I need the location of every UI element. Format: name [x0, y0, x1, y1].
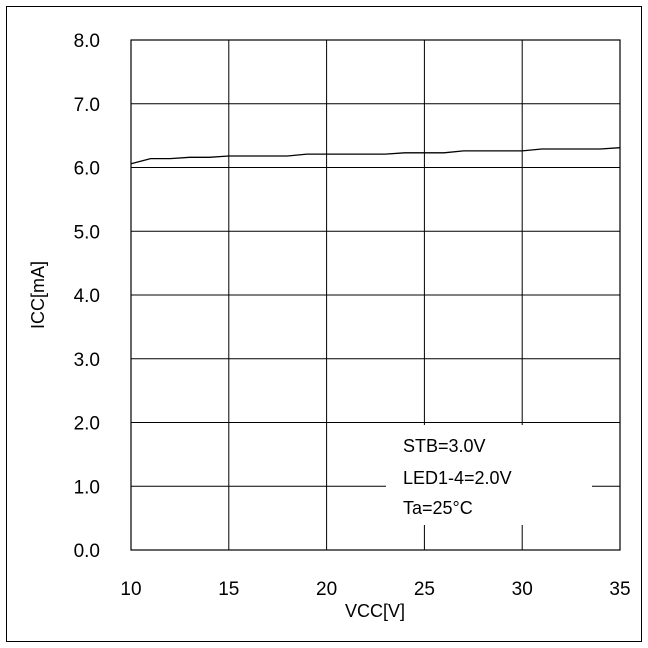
y-tick-label: 7.0: [74, 95, 100, 116]
y-tick-label: 1.0: [74, 477, 100, 498]
y-tick-label: 0.0: [74, 541, 100, 562]
y-tick-label: 8.0: [74, 31, 100, 52]
x-tick-labels: 10 15 20 25 30 35: [120, 579, 630, 600]
x-tick-label: 35: [609, 579, 630, 600]
x-tick-label: 20: [316, 579, 337, 600]
annotation-line-2: LED1-4=2.0V: [403, 468, 512, 488]
annotation-line-3: Ta=25°C: [403, 498, 473, 518]
y-tick-label: 6.0: [74, 159, 100, 180]
y-tick-label: 2.0: [74, 414, 100, 435]
annotation-box: [386, 425, 592, 525]
y-tick-label: 3.0: [74, 350, 100, 371]
y-tick-label: 5.0: [74, 222, 100, 243]
x-tick-label: 30: [512, 579, 533, 600]
plot-border: [130, 39, 621, 551]
y-tick-label: 4.0: [74, 286, 100, 307]
series-line-icc: [130, 147, 621, 165]
x-axis-title: VCC[V]: [345, 601, 405, 621]
annotation-line-1: STB=3.0V: [403, 436, 486, 456]
y-tick-labels: 0.0 1.0 2.0 3.0 4.0 5.0 6.0 7.0 8.0: [74, 31, 100, 562]
chart-frame: [6, 6, 642, 642]
x-tick-label: 15: [218, 579, 239, 600]
series-group: [130, 147, 621, 165]
x-tick-label: 10: [120, 579, 141, 600]
y-axis-title: ICC[mA]: [28, 261, 48, 329]
x-tick-label: 25: [414, 579, 435, 600]
